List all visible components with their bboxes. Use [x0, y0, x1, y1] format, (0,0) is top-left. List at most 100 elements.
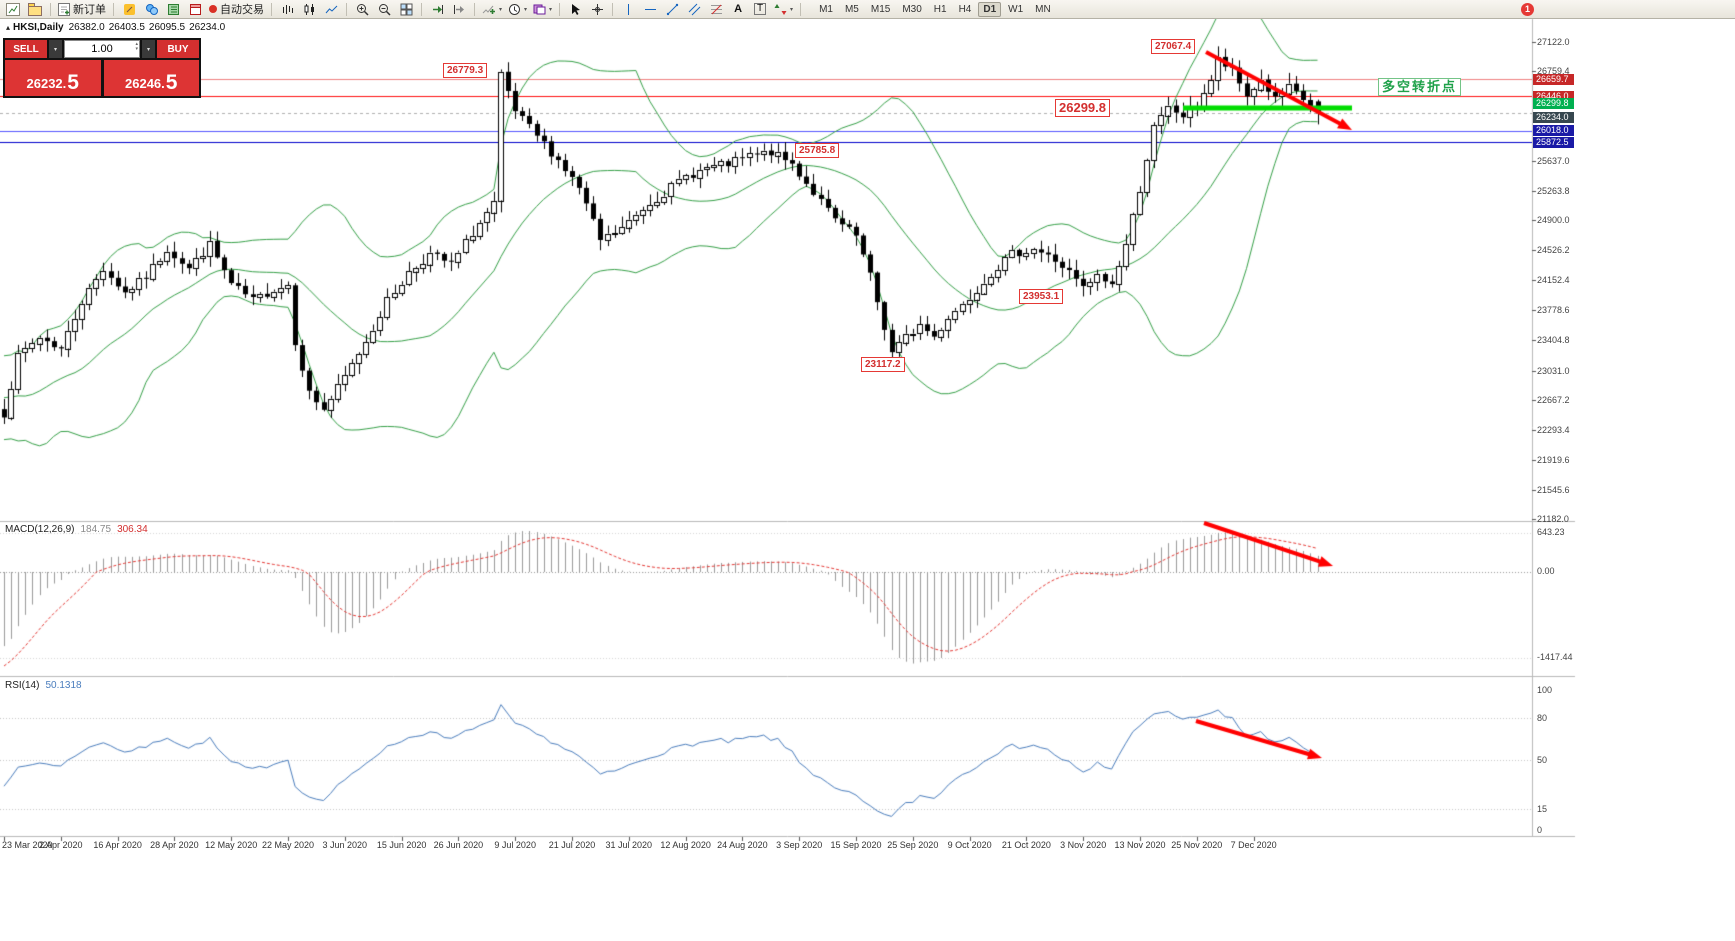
periods-button[interactable]: ▾ [506, 1, 529, 18]
profiles-button[interactable] [25, 1, 45, 18]
label-tool-icon: T [753, 3, 767, 15]
price-label-27067[interactable]: 27067.4 [1151, 39, 1196, 54]
line-chart-button[interactable] [321, 1, 341, 18]
market-watch-button[interactable] [163, 1, 183, 18]
metaeditor-button[interactable] [119, 1, 139, 18]
vertical-line-tool-button[interactable] [618, 1, 638, 18]
new-chart-button[interactable] [3, 1, 23, 18]
rsi-label: RSI(14) 50.1318 [5, 680, 82, 691]
price-label-26299[interactable]: 26299.8 [1055, 99, 1110, 117]
timeframe-button-w1[interactable]: W1 [1008, 3, 1024, 15]
notification-badge[interactable]: 1 [1521, 3, 1534, 16]
close-value: 26234.0 [189, 22, 226, 33]
sell-button[interactable]: SELL [5, 40, 47, 58]
volume-input[interactable] [65, 43, 139, 55]
periods-icon [509, 3, 521, 15]
channel-icon [688, 3, 700, 15]
buy-button[interactable]: BUY [157, 40, 199, 58]
zoom-in-button[interactable] [352, 1, 372, 18]
channel-tool-button[interactable] [684, 1, 704, 18]
zoom-in-icon [356, 3, 369, 16]
timeframe-button-m5[interactable]: M5 [844, 3, 859, 15]
volume-stepper[interactable]: ▴ ▾ [135, 42, 138, 52]
sell-price-pip: 5 [67, 71, 79, 94]
arrows-icon [774, 3, 787, 15]
bar-chart-button[interactable] [277, 1, 297, 18]
new-order-icon [58, 2, 70, 16]
line-chart-icon [325, 5, 337, 13]
chart-symbol-ohlc: ▴ HKSI,Daily 26382.0 26403.5 26095.5 26234.0 [6, 22, 229, 33]
arrows-caret-icon[interactable]: ▾ [790, 6, 794, 13]
bar-chart-icon [282, 4, 293, 14]
vertical-line-icon [627, 3, 629, 15]
timeframe-button-m15[interactable]: M15 [870, 3, 891, 15]
indicators-caret-icon[interactable]: ▾ [499, 6, 503, 13]
buy-options-caret[interactable]: ▾ [142, 40, 155, 58]
volume-field: ▴▾ [64, 40, 140, 58]
timeframe-button-mn[interactable]: MN [1035, 3, 1051, 15]
buy-price-button[interactable]: 26246. 5 [103, 60, 199, 96]
profiles-icon [28, 2, 42, 16]
metaeditor-icon [123, 3, 135, 15]
turning-point-label[interactable]: 多空转折点 [1378, 78, 1462, 96]
auto-scroll-button[interactable] [427, 1, 447, 18]
market-watch-icon [167, 3, 179, 15]
toolbar-separator [800, 2, 802, 16]
indicators-button[interactable]: ▾ [480, 1, 504, 18]
label-tool-button[interactable]: T [750, 1, 770, 18]
sell-options-caret[interactable]: ▾ [49, 40, 62, 58]
toolbar-separator [346, 2, 347, 16]
data-window-icon [189, 3, 201, 15]
horizontal-line-tool-button[interactable] [640, 1, 660, 18]
macd-signal-value: 306.34 [117, 524, 148, 535]
templates-button[interactable]: ▾ [531, 1, 554, 18]
toolbar-separator [612, 2, 614, 16]
cursor-tool-button[interactable] [565, 1, 585, 18]
chart-shift-button[interactable] [449, 1, 469, 18]
price-label-25785[interactable]: 25785.8 [795, 143, 840, 158]
stepper-down-icon[interactable]: ▾ [135, 46, 138, 52]
timeframe-button-m30[interactable]: M30 [902, 3, 922, 15]
data-window-button[interactable] [185, 1, 205, 18]
sell-price-digits: 26232. [26, 76, 67, 91]
crosshair-tool-button[interactable] [587, 1, 607, 18]
rsi-value: 50.1318 [45, 680, 82, 691]
toolbar-separator [50, 2, 51, 16]
trendline-tool-button[interactable] [662, 1, 682, 18]
price-label-23953[interactable]: 23953.1 [1019, 289, 1064, 304]
arrows-tool-button[interactable]: ▾ [772, 1, 795, 18]
high-value: 26403.5 [108, 22, 145, 33]
candlestick-chart-button[interactable] [299, 1, 319, 18]
trendline-icon [666, 3, 678, 15]
options-icon [145, 3, 158, 15]
timeframe-button-h4[interactable]: H4 [958, 3, 972, 15]
tile-windows-button[interactable] [396, 1, 416, 18]
buy-price-digits: 26246. [125, 76, 165, 91]
stepper-up-icon[interactable]: ▴ [135, 41, 138, 47]
new-order-button[interactable]: 新订单 [56, 1, 108, 18]
macd-name: MACD(12,26,9) [5, 524, 75, 535]
sell-price-button[interactable]: 26232. 5 [5, 60, 101, 96]
timeframe-toolbar: M1 M5 M15 M30 H1 H4 D1 W1 MN [813, 1, 1057, 17]
text-tool-button[interactable]: A [728, 1, 748, 18]
toolbar-separator [474, 2, 475, 16]
timeframe-button-m1[interactable]: M1 [819, 3, 833, 15]
macd-label: MACD(12,26,9) 184.75 306.34 [5, 524, 148, 535]
autotrading-button[interactable]: 自动交易 [207, 1, 266, 18]
price-label-26779[interactable]: 26779.3 [443, 63, 488, 78]
templates-icon [533, 4, 546, 14]
options-button[interactable] [141, 1, 161, 18]
price-label-23117[interactable]: 23117.2 [861, 357, 905, 372]
zoom-out-icon [378, 3, 391, 16]
templates-caret-icon[interactable]: ▾ [549, 6, 553, 13]
symbol-period-label: HKSI,Daily [13, 22, 64, 33]
timeframe-button-h1[interactable]: H1 [933, 3, 947, 15]
periods-caret-icon[interactable]: ▾ [524, 6, 528, 13]
zoom-out-button[interactable] [374, 1, 394, 18]
fibonacci-tool-button[interactable] [706, 1, 726, 18]
new-chart-icon [6, 2, 20, 16]
one-click-arrow-icon[interactable]: ▴ [6, 23, 11, 32]
timeframe-button-d1[interactable]: D1 [978, 1, 1002, 17]
indicators-icon [482, 5, 495, 14]
